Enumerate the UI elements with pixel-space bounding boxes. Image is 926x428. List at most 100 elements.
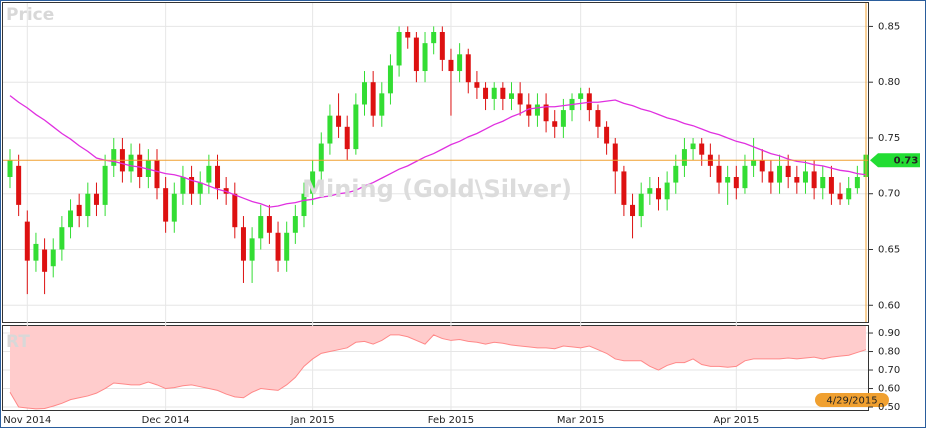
y-tick-label: 0.90: [878, 328, 900, 339]
date-pill: [815, 393, 889, 407]
candle-body: [647, 188, 653, 194]
x-tick-label: Apr 2015: [713, 415, 759, 426]
candle-body: [638, 193, 644, 217]
candle-body: [811, 171, 817, 189]
candle-body: [33, 243, 39, 261]
candle-body: [387, 65, 393, 94]
candle-body: [655, 188, 661, 200]
candle-body: [785, 165, 791, 177]
candle-body: [534, 104, 540, 116]
candle-body: [215, 165, 221, 189]
candle-body: [508, 93, 514, 99]
candle-body: [370, 82, 376, 116]
candle-body: [431, 32, 437, 44]
candle-body: [733, 177, 739, 189]
candle-body: [68, 210, 74, 228]
candle-body: [336, 115, 342, 127]
candle-body: [24, 221, 30, 261]
candle-body: [249, 238, 255, 261]
plot-layer: [3, 3, 869, 410]
candle-body: [578, 93, 584, 99]
last-price-tag: [870, 153, 920, 168]
candle-body: [725, 177, 731, 183]
candle-body: [266, 216, 272, 233]
candle-body: [422, 43, 428, 72]
candle-body: [483, 87, 489, 99]
candle-body: [353, 104, 359, 150]
candle-body: [128, 154, 134, 172]
candle-body: [50, 249, 56, 267]
rt-title: RT: [6, 332, 30, 352]
candle-body: [474, 82, 480, 88]
candle-body: [292, 216, 298, 233]
candle-body: [448, 59, 454, 72]
candle-body: [232, 193, 238, 228]
candle-body: [163, 188, 169, 222]
candle-body: [552, 121, 558, 127]
x-tick-label: Jan 2015: [290, 415, 335, 426]
candle-body: [768, 171, 774, 183]
candle-body: [846, 188, 852, 200]
y-tick-label: 0.85: [878, 21, 900, 32]
candle-body: [630, 204, 636, 217]
candle-body: [111, 149, 117, 166]
moving-average: [9, 95, 867, 208]
watermark: Mining (Gold\Silver): [302, 175, 572, 203]
y-tick-label: 0.50: [878, 402, 900, 413]
y-tick-label: 0.60: [878, 300, 900, 311]
y-tick-label: 0.70: [878, 189, 900, 200]
candle-body: [16, 165, 22, 205]
candle-body: [681, 149, 687, 166]
candle-body: [664, 182, 670, 200]
y-tick-label: 0.65: [878, 245, 900, 256]
candle-body: [301, 193, 307, 217]
candle-body: [604, 126, 610, 144]
candle-body: [240, 227, 246, 261]
candle-body: [690, 143, 696, 150]
candle-body: [197, 182, 203, 194]
y-tick-label: 0.80: [878, 347, 900, 358]
candle-body: [526, 104, 532, 116]
y-tick-label: 0.80: [878, 77, 900, 88]
candle-body: [137, 154, 143, 177]
candle-body: [759, 160, 765, 172]
candle-body: [189, 177, 195, 194]
rt-panel: [2, 325, 869, 411]
rt-line: [9, 334, 867, 410]
candle-body: [751, 160, 757, 166]
last-price-label: 0.73: [894, 155, 919, 166]
candle-body: [716, 165, 722, 183]
candle-body: [802, 171, 808, 183]
candle-body: [318, 143, 324, 172]
candle-body: [612, 143, 618, 172]
candle-body: [777, 165, 783, 183]
x-tick-label: Feb 2015: [428, 415, 474, 426]
x-tick-label: Mar 2015: [557, 415, 605, 426]
candle-body: [154, 160, 160, 189]
candle-body: [854, 177, 860, 189]
candle-body: [820, 177, 826, 189]
candle-body: [7, 160, 13, 177]
candle-body: [595, 110, 601, 127]
candle-body: [344, 126, 350, 150]
candle-body: [560, 110, 566, 127]
candle-body: [673, 165, 679, 183]
candle-body: [699, 143, 705, 155]
y-tick-label: 0.70: [878, 365, 900, 376]
candle-body: [828, 177, 834, 194]
candle-body: [284, 232, 290, 261]
y-tick-label: 0.60: [878, 384, 900, 395]
candle-body: [258, 216, 264, 239]
candle-body: [413, 37, 419, 72]
candle-body: [310, 171, 316, 194]
candle-body: [180, 177, 186, 194]
candle-body: [362, 82, 368, 105]
last-date-label: 4/29/2015: [826, 396, 877, 407]
candle-body: [379, 93, 385, 116]
candle-body: [405, 32, 411, 38]
candle-body: [42, 249, 48, 272]
x-tick-label: Dec 2014: [142, 415, 190, 426]
candle-body: [794, 177, 800, 183]
price-title: Price: [6, 5, 54, 25]
